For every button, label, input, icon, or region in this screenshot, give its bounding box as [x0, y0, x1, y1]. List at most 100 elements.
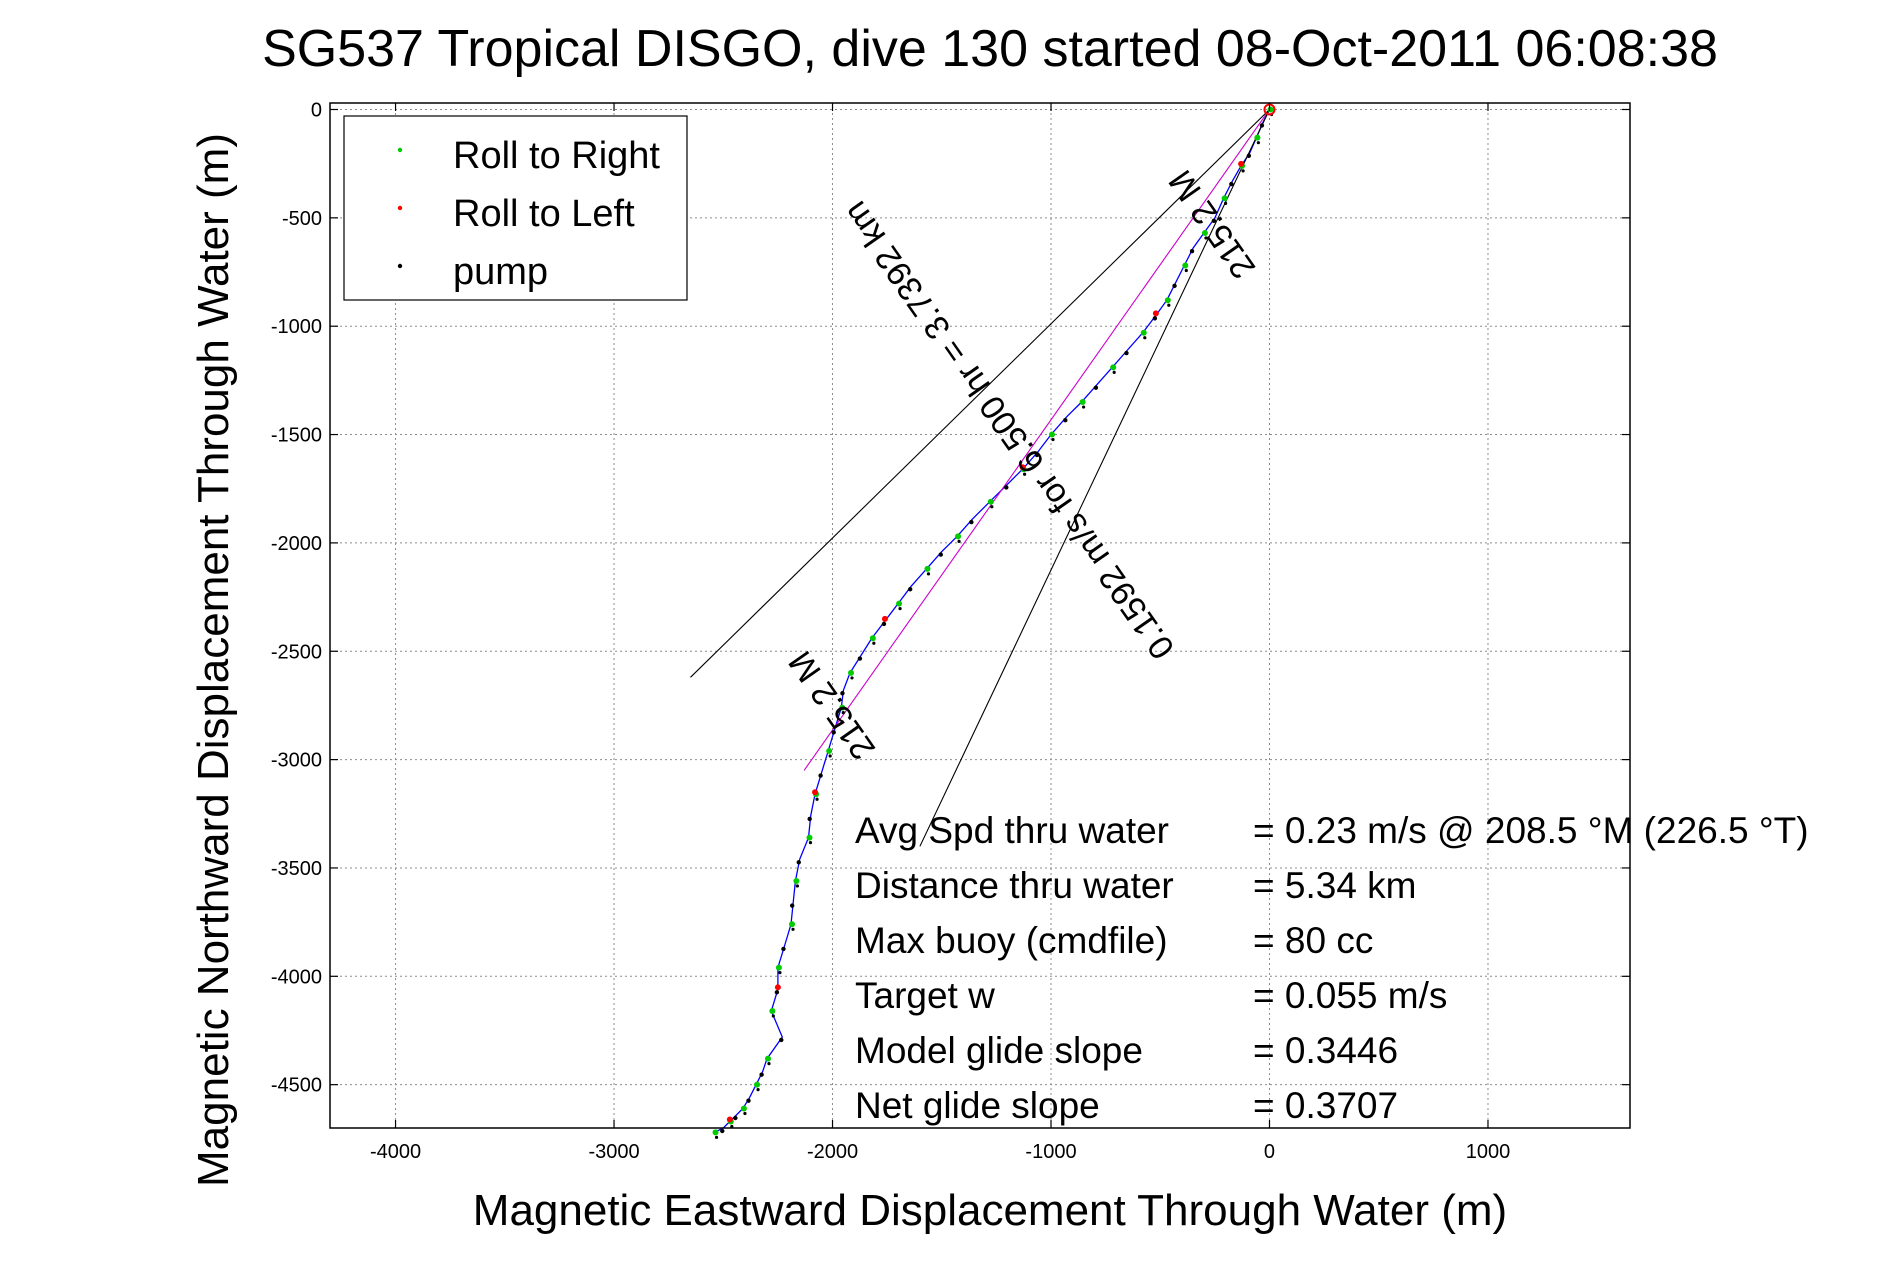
grid [330, 103, 1630, 1128]
pump-point [957, 539, 961, 544]
roll-right-point [740, 1105, 747, 1112]
legend-marker [397, 205, 403, 211]
marker-layer [712, 103, 1276, 1139]
pump-point [1051, 437, 1055, 442]
x-axis-label: Magnetic Eastward Displacement Through W… [473, 1186, 1507, 1235]
pump-point [872, 641, 876, 645]
pump-point [1081, 405, 1086, 409]
pump-point [808, 841, 813, 845]
roll-right-point [896, 600, 903, 607]
stat-label: Target w [855, 975, 995, 1016]
pump-point [857, 656, 863, 661]
legend-label: Roll to Right [453, 135, 660, 177]
roll-left-point [1019, 464, 1026, 471]
pump-point [969, 519, 974, 525]
roll-right-point [826, 747, 833, 754]
y-tick-label: -500 [282, 208, 322, 230]
roll-left-point [1238, 160, 1245, 167]
roll-right-point [793, 877, 800, 884]
pump-point [1143, 336, 1147, 340]
stat-label: Model glide slope [855, 1030, 1143, 1071]
y-tick-label: -1000 [271, 316, 322, 338]
pump-point [1241, 169, 1245, 173]
roll-right-point [1254, 134, 1261, 141]
series-line-2 [690, 109, 1270, 678]
pump-point [733, 1115, 738, 1121]
roll-right-point [1182, 262, 1189, 269]
roll-right-point [1140, 329, 1147, 336]
stat-label: Max buoy (cmdfile) [855, 920, 1168, 961]
x-tick-label: -4000 [370, 1141, 421, 1163]
roll-right-point [1201, 230, 1208, 237]
pump-point [926, 572, 931, 576]
pump-point [1229, 181, 1234, 187]
y-tick-label: -3000 [271, 750, 322, 772]
pump-point [828, 754, 832, 758]
roll-right-point [775, 964, 782, 971]
pump-point [1172, 283, 1177, 289]
y-axis-label: Magnetic Northward Displacement Through … [189, 133, 238, 1187]
track-annotation: 215.2 M [1162, 163, 1264, 285]
pump-point [789, 903, 795, 908]
roll-right-point [1267, 106, 1274, 113]
series-line-1 [803, 109, 1270, 771]
pump-point [774, 990, 780, 995]
pump-point [779, 1037, 784, 1043]
track-annotation: 0.1592 m/s for 6.500 hr = 3.7392 km [836, 194, 1182, 666]
pump-point [1063, 418, 1068, 423]
stat-value: = 0.3446 [1253, 1030, 1398, 1071]
roll-left-point [726, 1116, 733, 1123]
pump-point [840, 691, 845, 696]
pump-point [796, 860, 801, 865]
pump-point [938, 552, 943, 557]
pump-point [815, 797, 819, 801]
y-tick-label: -4000 [271, 966, 322, 988]
ticks: -4000 -3000 -2000 -1000 0 1000 0 -500 -1000 -1500… [271, 100, 1630, 1163]
pump-point [807, 816, 812, 822]
pump-point [1124, 350, 1129, 356]
y-tick-label: 0 [311, 100, 322, 122]
roll-right-point [754, 1081, 761, 1088]
pump-point [1093, 385, 1099, 390]
stat-label: Avg Spd thru water [855, 810, 1169, 851]
x-tick-label: -3000 [588, 1141, 639, 1163]
roll-right-point [1164, 297, 1171, 304]
pump-point [791, 927, 795, 931]
pump-point [1167, 303, 1171, 307]
pump-point [881, 621, 887, 627]
roll-right-point [869, 635, 876, 642]
pump-point [1204, 236, 1208, 240]
pump-point [1246, 153, 1252, 159]
roll-right-point [1049, 431, 1056, 438]
pump-point [1184, 268, 1188, 273]
chart-title: SG537 Tropical DISGO, dive 130 started 0… [262, 20, 1718, 78]
x-tick-label: 1000 [1466, 1141, 1511, 1163]
y-tick-label: -2500 [271, 641, 322, 663]
pump-point [756, 1088, 760, 1092]
pump-point [771, 1014, 775, 1018]
pump-point [1224, 201, 1228, 205]
pump-point [743, 1111, 747, 1116]
roll-right-point [764, 1055, 771, 1062]
pump-point [714, 1135, 719, 1139]
roll-right-point [848, 669, 854, 676]
pump-point [767, 1062, 771, 1066]
legend-marker [397, 263, 403, 269]
pump-point [1211, 218, 1217, 224]
stat-label: Distance thru water [855, 865, 1174, 906]
stat-value: = 5.34 km [1253, 865, 1417, 906]
pump-point [1256, 141, 1260, 145]
y-tick-label: -1500 [271, 425, 322, 447]
pump-point [778, 971, 782, 975]
pump-point [990, 505, 994, 509]
plot-frame [329, 102, 1631, 1129]
roll-right-point [987, 498, 994, 505]
stat-value: = 0.23 m/s @ 208.5 °M (226.5 °T) [1253, 810, 1809, 851]
stat-value: = 0.3707 [1253, 1085, 1398, 1126]
pump-point [720, 1128, 725, 1134]
pump-point [907, 587, 913, 592]
pump-point [831, 730, 836, 735]
stat-value: = 80 cc [1253, 920, 1373, 961]
legend: Roll to Right Roll to Left pump [343, 115, 688, 301]
